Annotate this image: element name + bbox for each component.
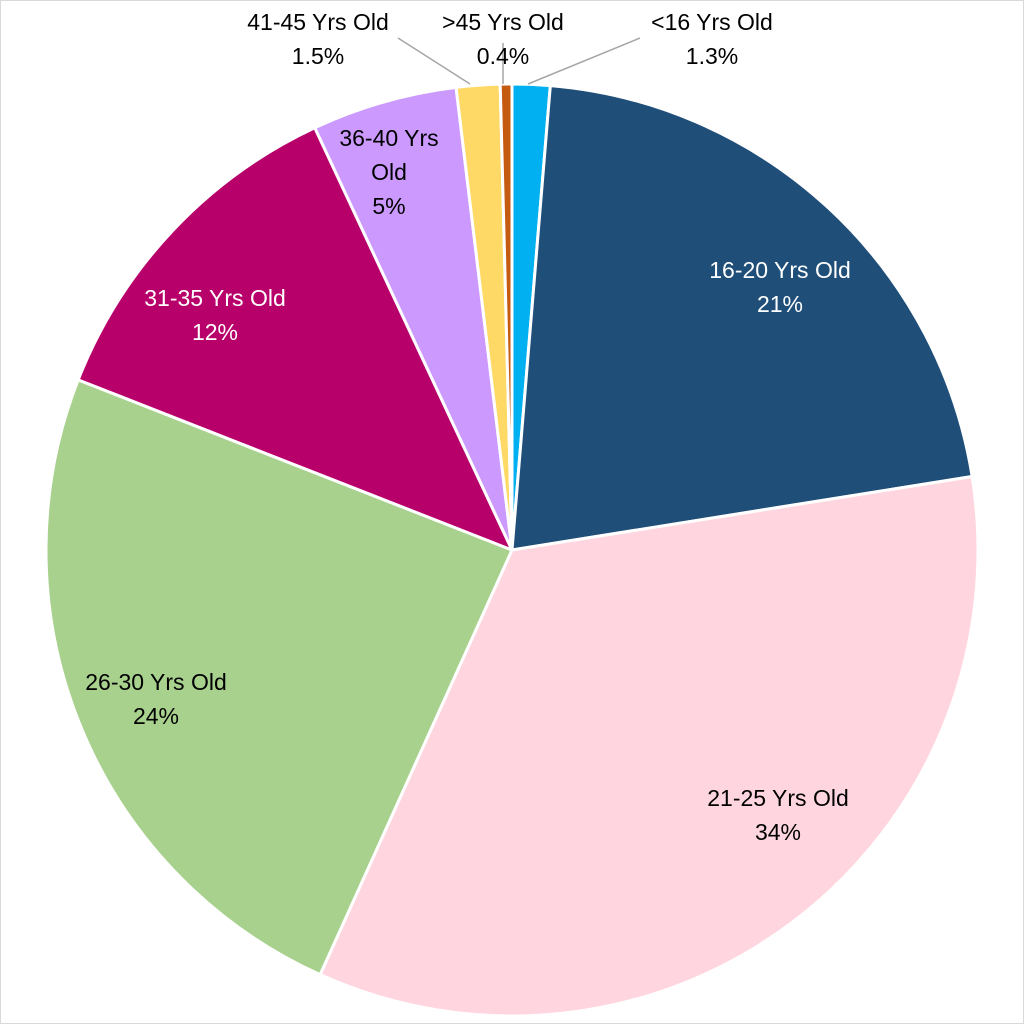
data-label-category: 16-20 Yrs Old	[709, 257, 850, 283]
data-label-value: 12%	[192, 319, 238, 345]
pie-slices	[44, 82, 980, 1018]
pie-slice-4	[44, 378, 514, 977]
data-label-value: 0.4%	[477, 43, 529, 69]
data-label-value: 5%	[372, 193, 405, 219]
data-label-category: 21-25 Yrs Old	[707, 785, 848, 811]
data-label-category: <16 Yrs Old	[651, 9, 773, 35]
data-label-7: 41-45 Yrs Old 1.5%	[247, 9, 388, 69]
data-label-category: 31-35 Yrs Old	[144, 285, 285, 311]
data-label-4: 26-30 Yrs Old 24%	[85, 669, 226, 729]
data-label-category: 36-40 Yrs	[339, 125, 438, 151]
data-label-6: 36-40 Yrs Old 5%	[339, 125, 438, 219]
pie-slice-5	[76, 126, 514, 552]
data-label-value: 1.3%	[686, 43, 738, 69]
leader-line-1	[527, 37, 641, 85]
data-labels: <16 Yrs Old 1.3% 16-20 Yrs Old 21% 21-25 Yrs…	[85, 9, 850, 845]
data-label-value: 24%	[133, 703, 179, 729]
pie-slice-2	[510, 84, 974, 552]
data-label-value: 1.5%	[292, 43, 344, 69]
data-label-1: <16 Yrs Old 1.3%	[651, 9, 773, 69]
data-label-8: >45 Yrs Old 0.4%	[442, 9, 564, 69]
data-label-category: Old	[371, 159, 407, 185]
data-label-value: 21%	[757, 291, 803, 317]
pie-slice-6	[313, 85, 514, 552]
data-label-2: 16-20 Yrs Old 21%	[709, 257, 850, 317]
data-label-3: 21-25 Yrs Old 34%	[707, 785, 848, 845]
data-label-category: 41-45 Yrs Old	[247, 9, 388, 35]
data-label-category: >45 Yrs Old	[442, 9, 564, 35]
leader-line-7	[397, 37, 471, 85]
data-label-5: 31-35 Yrs Old 12%	[144, 285, 285, 345]
pie-slice-8	[498, 82, 514, 552]
leader-lines	[397, 37, 641, 85]
data-label-value: 34%	[755, 819, 801, 845]
data-label-category: 26-30 Yrs Old	[85, 669, 226, 695]
